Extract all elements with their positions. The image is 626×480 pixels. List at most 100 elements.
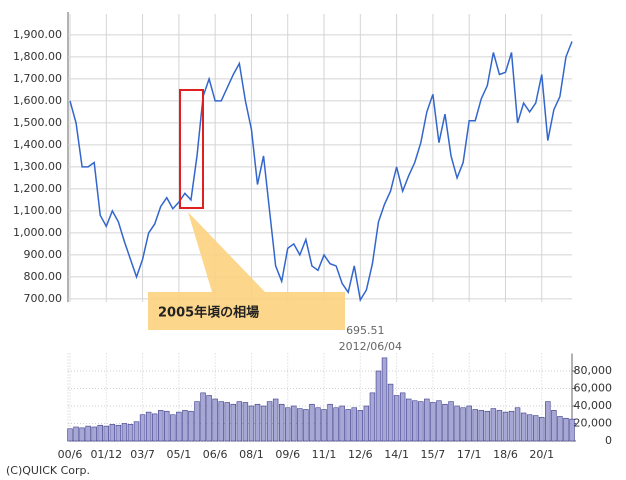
volume-bar — [460, 407, 466, 442]
volume-bar — [539, 417, 545, 442]
volume-bar — [526, 414, 533, 442]
volume-bar — [224, 402, 230, 442]
volume-bar — [272, 398, 279, 442]
volume-bar — [194, 401, 200, 442]
y-tick-label: 1,000.00 — [13, 226, 62, 239]
volume-bar — [363, 405, 370, 442]
volume-bar — [200, 392, 206, 442]
y-tick-label: 1,100.00 — [13, 204, 62, 217]
y-tick-label: 1,500.00 — [13, 116, 62, 129]
y-tick-label: 800.00 — [24, 270, 63, 283]
volume-bar — [230, 403, 237, 442]
volume-bar — [188, 410, 194, 442]
volume-bar — [387, 383, 394, 442]
volume-bar — [303, 409, 309, 442]
volume-bar — [266, 401, 273, 442]
volume-bar — [121, 423, 128, 442]
volume-bar — [115, 424, 122, 442]
volume-bar — [218, 401, 224, 442]
volume-bar — [381, 357, 388, 442]
volume-bar — [454, 405, 460, 442]
x-tick-label: 05/1 — [167, 448, 192, 461]
volume-bar — [248, 405, 255, 442]
volume-bar — [563, 417, 569, 442]
x-tick-label: 15/7 — [421, 448, 446, 461]
volume-bar — [236, 401, 243, 442]
callout-pointer — [188, 212, 265, 292]
volume-bar — [158, 410, 164, 442]
volume-bar — [327, 403, 333, 442]
volume-bar — [345, 409, 351, 442]
volume-bar — [557, 416, 563, 442]
low-date: 2012/06/04 — [339, 340, 402, 353]
volume-bar — [73, 426, 79, 442]
x-tick-label: 18/6 — [493, 448, 518, 461]
x-tick-label: 14/1 — [384, 448, 409, 461]
volume-bar — [242, 402, 249, 442]
volume-bar — [418, 401, 424, 442]
volume-bar — [514, 407, 521, 442]
volume-bar — [315, 407, 321, 442]
x-tick-label: 01/12 — [90, 448, 122, 461]
y2-tick-label: 40,000 — [574, 399, 613, 412]
volume-bar — [424, 398, 430, 442]
volume-bar — [170, 414, 176, 442]
volume-bar — [67, 428, 73, 442]
volume-bar — [508, 410, 515, 442]
x-tick-label: 20/1 — [529, 448, 554, 461]
callout-text: 2005年頃の相場 — [158, 305, 259, 321]
x-tick-label: 09/6 — [275, 448, 300, 461]
volume-bar — [139, 414, 146, 442]
volume-bar — [502, 411, 509, 442]
volume-bar — [430, 402, 436, 442]
volume-bar — [551, 410, 557, 442]
volume-bar — [520, 412, 527, 442]
y2-tick-label: 60,000 — [574, 382, 613, 395]
volume-bar — [357, 410, 364, 442]
volume-bar — [297, 408, 303, 442]
callout-box — [148, 292, 345, 330]
y-tick-label: 1,300.00 — [13, 160, 62, 173]
y-tick-label: 1,200.00 — [13, 182, 62, 195]
volume-bar — [127, 424, 134, 442]
y2-tick-label: 0 — [605, 434, 612, 447]
volume-bar — [85, 425, 91, 442]
y-tick-label: 1,800.00 — [13, 50, 62, 63]
volume-bar — [405, 398, 412, 442]
volume-bar — [278, 403, 285, 442]
x-tick-label: 17/1 — [457, 448, 482, 461]
x-tick-label: 06/6 — [203, 448, 228, 461]
volume-bar — [321, 409, 327, 442]
volume-bar — [103, 425, 110, 442]
volume-bar — [254, 403, 261, 442]
x-tick-label: 00/6 — [58, 448, 83, 461]
volume-bar — [436, 400, 442, 442]
y-tick-label: 700.00 — [24, 292, 63, 305]
volume-bar — [490, 408, 497, 442]
x-tick-label: 03/7 — [130, 448, 155, 461]
volume-bar — [442, 403, 448, 442]
highlight-box — [179, 89, 204, 209]
volume-bar — [369, 392, 376, 442]
y-tick-label: 1,400.00 — [13, 138, 62, 151]
volume-bar — [97, 424, 103, 442]
y-tick-label: 1,700.00 — [13, 72, 62, 85]
volume-bar — [412, 400, 418, 442]
volume-bar — [399, 392, 406, 442]
volume-bar — [176, 411, 182, 442]
volume-bar — [145, 411, 152, 442]
x-tick-label: 12/6 — [348, 448, 373, 461]
volume-bar — [333, 407, 339, 442]
volume-bar — [466, 405, 472, 442]
volume-bar — [182, 410, 188, 442]
volume-bar — [448, 401, 454, 442]
volume-bar — [309, 403, 315, 442]
volume-bar — [478, 410, 484, 442]
volume-bar — [91, 426, 97, 442]
volume-bar — [375, 370, 382, 442]
volume-bar — [109, 424, 116, 442]
y-tick-label: 1,600.00 — [13, 94, 62, 107]
y2-tick-label: 20,000 — [574, 417, 613, 430]
volume-bar — [569, 418, 575, 442]
